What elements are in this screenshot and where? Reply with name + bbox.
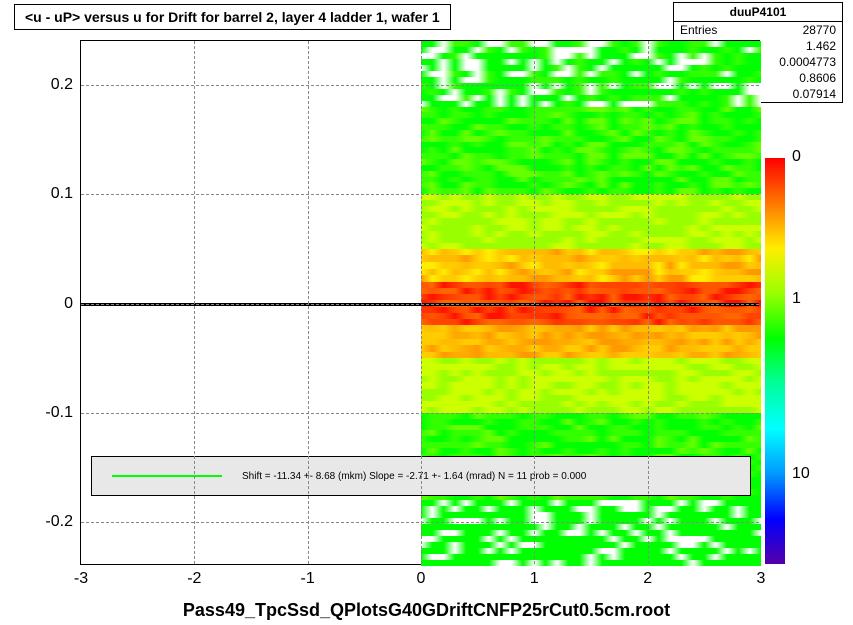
ytick-label: 0.2 <box>33 76 73 94</box>
color-scale-label: 10 <box>792 465 810 483</box>
xtick-label: -2 <box>187 570 201 588</box>
grid-v <box>308 41 309 564</box>
grid-h <box>81 304 759 305</box>
fit-line-sample <box>112 475 222 477</box>
color-scale-label: 0 <box>792 148 801 166</box>
grid-v <box>534 41 535 564</box>
xtick-label: 0 <box>417 570 426 588</box>
plot-title: <u - uP> versus u for Drift for barrel 2… <box>14 4 451 30</box>
stats-name: duuP4101 <box>674 3 842 22</box>
xtick-label: -1 <box>301 570 315 588</box>
grid-v <box>421 41 422 564</box>
grid-v <box>648 41 649 564</box>
grid-h <box>81 522 759 523</box>
stats-row: Entries28770 <box>674 22 842 38</box>
grid-h <box>81 85 759 86</box>
ytick-label: 0 <box>33 295 73 313</box>
xtick-label: 3 <box>757 570 766 588</box>
color-scale-label: 1 <box>792 290 801 308</box>
color-scale <box>765 158 785 564</box>
grid-h <box>81 413 759 414</box>
xtick-label: 1 <box>530 570 539 588</box>
xtick-label: 2 <box>643 570 652 588</box>
ytick-label: -0.1 <box>33 404 73 422</box>
xtick-label: -3 <box>74 570 88 588</box>
x-axis-filename: Pass49_TpcSsd_QPlotsG40GDriftCNFP25rCut0… <box>0 600 853 621</box>
grid-v <box>194 41 195 564</box>
plot-frame: Shift = -11.34 +- 8.68 (mkm) Slope = -2.… <box>80 40 760 565</box>
grid-h <box>81 194 759 195</box>
ytick-label: 0.1 <box>33 185 73 203</box>
ytick-label: -0.2 <box>33 513 73 531</box>
